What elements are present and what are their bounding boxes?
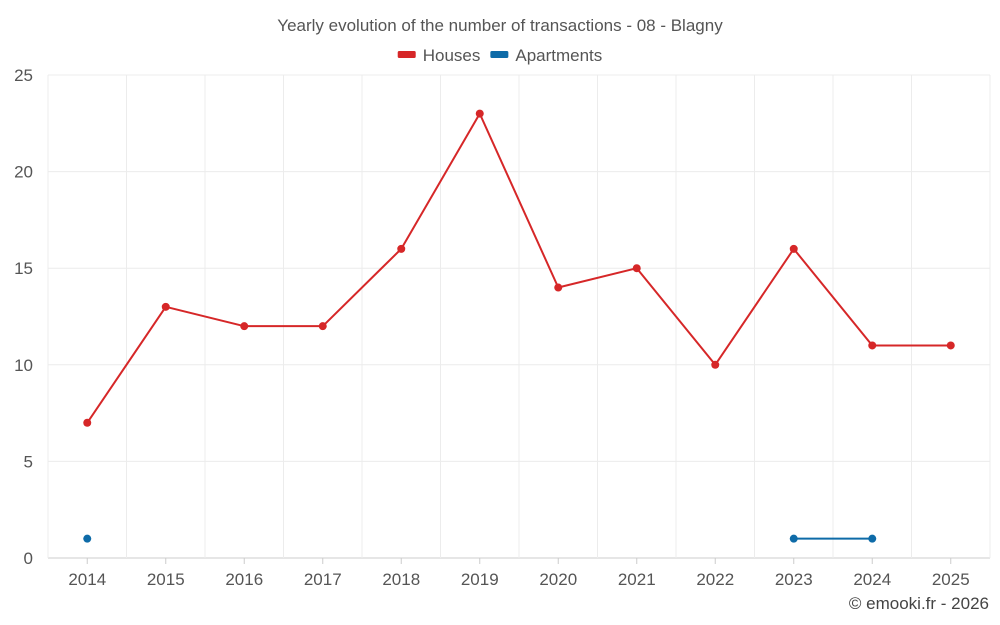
data-point-houses-2017[interactable]: [318, 322, 327, 331]
legend-label: Houses: [423, 46, 481, 65]
x-tick-label: 2016: [225, 570, 263, 589]
data-point-houses-2016[interactable]: [240, 322, 249, 331]
data-point-apartments-2023[interactable]: [789, 534, 798, 543]
y-tick-label: 10: [14, 356, 33, 375]
x-tick-label: 2020: [539, 570, 577, 589]
x-tick-label: 2019: [461, 570, 499, 589]
legend-swatch: [397, 51, 416, 58]
data-point-apartments-2014[interactable]: [83, 534, 92, 543]
x-tick-label: 2017: [304, 570, 342, 589]
x-tick-label: 2014: [68, 570, 106, 589]
x-tick-label: 2021: [618, 570, 656, 589]
series-houses: [83, 109, 955, 427]
y-axis: 0 5 10 15 20 25: [14, 66, 33, 568]
data-point-houses-2023[interactable]: [789, 244, 798, 253]
data-point-houses-2020[interactable]: [554, 283, 563, 292]
data-point-apartments-2024[interactable]: [868, 534, 877, 543]
x-tick-label: 2024: [853, 570, 891, 589]
data-point-houses-2022[interactable]: [711, 360, 720, 369]
legend-label: Apartments: [515, 46, 602, 65]
y-tick-label: 20: [14, 163, 33, 182]
x-tick-label: 2022: [696, 570, 734, 589]
data-point-houses-2024[interactable]: [868, 341, 877, 350]
grid: [47, 74, 991, 559]
y-tick-label: 15: [14, 259, 33, 278]
chart-title: Yearly evolution of the number of transa…: [277, 16, 723, 35]
data-point-houses-2021[interactable]: [632, 264, 641, 273]
x-tick-label: 2018: [382, 570, 420, 589]
y-tick-label: 0: [24, 549, 33, 568]
data-point-houses-2015[interactable]: [161, 302, 170, 311]
credit-text: © emooki.fr - 2026: [849, 594, 989, 613]
legend: Houses Apartments: [397, 46, 602, 65]
legend-item-houses[interactable]: Houses: [397, 46, 481, 65]
x-tick-label: 2025: [932, 570, 970, 589]
series-layer: [83, 109, 955, 543]
x-tick-label: 2023: [775, 570, 813, 589]
y-tick-label: 5: [24, 452, 33, 471]
x-axis: 2014 2015 2016 2017 2018 2019 2020 2021 2022 2023…: [68, 558, 970, 589]
y-tick-label: 25: [14, 66, 33, 85]
data-point-houses-2025[interactable]: [946, 341, 955, 350]
x-tick-label: 2015: [147, 570, 185, 589]
series-line-houses: [86, 112, 951, 424]
series-apartments: [83, 534, 877, 543]
data-point-houses-2014[interactable]: [83, 418, 92, 427]
data-point-houses-2019[interactable]: [475, 109, 484, 118]
legend-item-apartments[interactable]: Apartments: [490, 46, 602, 65]
legend-swatch: [490, 51, 509, 58]
data-point-houses-2018[interactable]: [397, 244, 406, 253]
